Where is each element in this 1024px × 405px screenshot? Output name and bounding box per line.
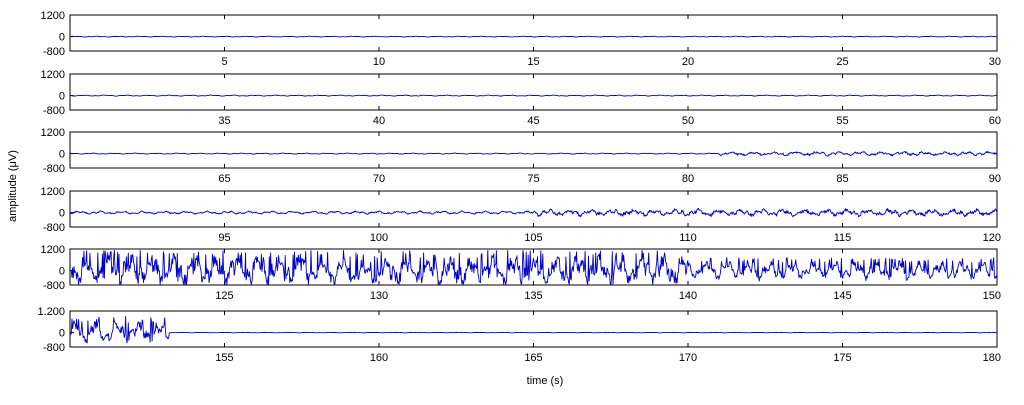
panel-6: 1.200 0 -800 155 160 165 170 175 180: [37, 306, 1001, 364]
x-tick-label: 70: [373, 173, 385, 185]
y-tick-label: 0: [59, 149, 65, 161]
x-tick-label: 160: [370, 352, 388, 364]
x-tick-label: 50: [682, 115, 694, 127]
axis-frame: [69, 73, 998, 111]
axis-frame: [69, 14, 998, 52]
x-tick-label: 125: [215, 290, 233, 302]
panel-2: 1200 0 -800 35 40 45 50 55 60: [41, 69, 1001, 127]
x-tick-label: 80: [682, 173, 694, 185]
x-tick-label: 30: [989, 56, 1001, 68]
x-tick-label: 20: [682, 56, 694, 68]
x-tick-label: 140: [679, 290, 697, 302]
panel-1: 1200 0 -800 5 10 15 20 25 30: [41, 10, 1001, 68]
x-tick-label: 155: [215, 352, 233, 364]
x-tick-label: 40: [373, 115, 385, 127]
x-tick-label: 135: [524, 290, 542, 302]
y-tick-label: 0: [59, 208, 65, 220]
x-tick-label: 75: [527, 173, 539, 185]
eeg-trace: [69, 150, 998, 157]
y-tick-label: 1200: [41, 186, 65, 198]
x-tick-label: 5: [221, 56, 227, 68]
eeg-trace: [69, 94, 997, 97]
axis-frame: [69, 190, 998, 228]
x-tick-label: 105: [524, 232, 542, 244]
y-tick-label: 1.200: [37, 306, 65, 318]
y-tick-label: -800: [43, 105, 65, 117]
x-tick-label: 170: [679, 352, 697, 364]
x-tick-label: 25: [836, 56, 848, 68]
panel-3: 1200 0 -800 65 70 75 80 85 90: [41, 127, 1001, 185]
x-tick-label: 100: [370, 232, 388, 244]
y-tick-label: 1200: [41, 69, 65, 81]
x-tick-label: 90: [989, 173, 1001, 185]
x-tick-label: 35: [218, 115, 230, 127]
y-tick-label: 0: [59, 266, 65, 278]
x-tick-label: 55: [836, 115, 848, 127]
x-tick-label: 115: [834, 232, 852, 244]
eeg-trace: [69, 35, 998, 38]
eeg-trace: [69, 207, 998, 218]
x-tick-label: 110: [679, 232, 697, 244]
x-tick-label: 15: [527, 56, 539, 68]
x-tick-label: 95: [218, 232, 230, 244]
x-tick-label: 10: [373, 56, 385, 68]
y-tick-label: 0: [59, 32, 65, 44]
panel-5: 1200 0 -800 125 130 135 140 145 150: [41, 244, 1001, 302]
axis-frame: [69, 310, 998, 348]
x-tick-label: 60: [989, 115, 1001, 127]
y-axis-label: amplitude (μV): [7, 150, 19, 222]
y-tick-label: -800: [43, 46, 65, 58]
x-axis-label: time (s): [527, 375, 564, 387]
y-tick-label: 1200: [41, 10, 65, 22]
eeg-trace: [69, 315, 997, 344]
y-tick-label: -800: [43, 342, 65, 354]
y-tick-label: 1200: [41, 127, 65, 139]
y-tick-label: -800: [43, 163, 65, 175]
y-tick-label: -800: [43, 280, 65, 292]
x-tick-label: 45: [527, 115, 539, 127]
y-tick-label: -800: [43, 222, 65, 234]
x-tick-label: 145: [833, 290, 851, 302]
eeg-trace: [69, 250, 998, 285]
x-tick-label: 120: [983, 232, 1001, 244]
x-tick-label: 150: [983, 290, 1001, 302]
x-tick-label: 165: [524, 352, 542, 364]
x-tick-label: 175: [833, 352, 851, 364]
y-tick-label: 0: [59, 91, 65, 103]
panel-4: 1200 0 -800 95 100 105 110 115 120: [41, 186, 1001, 244]
x-tick-label: 85: [836, 173, 848, 185]
y-tick-label: 1200: [41, 244, 65, 256]
x-tick-label: 65: [218, 173, 230, 185]
y-tick-label: 0: [59, 328, 65, 340]
x-tick-label: 180: [983, 352, 1001, 364]
x-tick-label: 130: [370, 290, 388, 302]
axis-frame: [69, 131, 998, 169]
